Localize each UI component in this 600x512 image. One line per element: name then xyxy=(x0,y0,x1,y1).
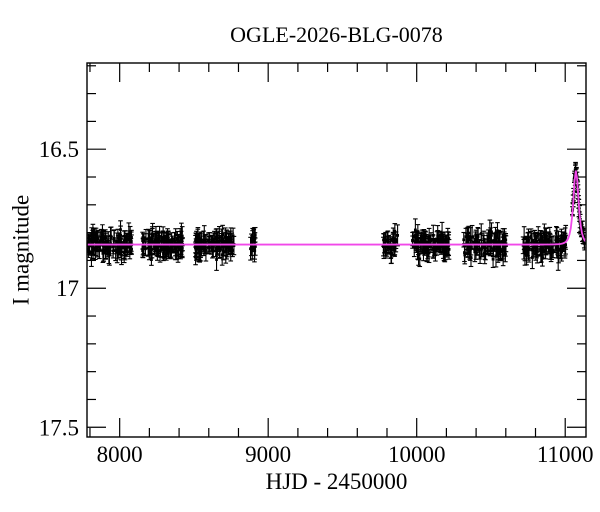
x-tick-label: 11000 xyxy=(537,442,594,467)
x-tick-label: 10000 xyxy=(388,442,446,467)
plot-title: OGLE-2026-BLG-0078 xyxy=(230,22,443,47)
tick-labels: 8000 9000 10000 11000 16.5 17 17.5 xyxy=(39,137,594,467)
x-tick-label: 9000 xyxy=(245,442,291,467)
y-tick-label: 17.5 xyxy=(39,415,79,440)
axis-ticks xyxy=(87,63,586,437)
x-axis-label: HJD - 2450000 xyxy=(265,469,408,494)
y-tick-label: 17 xyxy=(56,276,79,301)
x-tick-label: 8000 xyxy=(97,442,143,467)
plot-frame xyxy=(86,62,587,438)
data-points xyxy=(87,161,586,271)
model-curve xyxy=(87,170,586,246)
y-tick-label: 16.5 xyxy=(39,137,79,162)
